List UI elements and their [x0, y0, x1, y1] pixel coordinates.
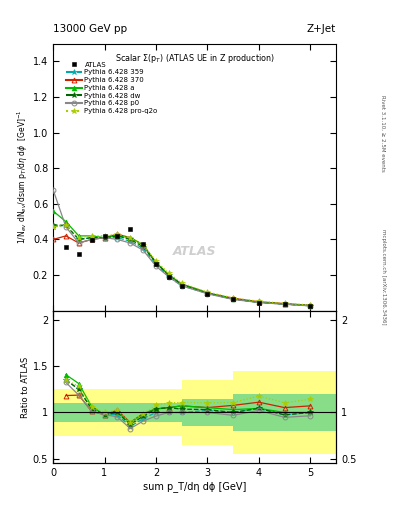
X-axis label: sum p_T/dη dϕ [GeV]: sum p_T/dη dϕ [GeV] [143, 481, 246, 492]
Text: Scalar $\Sigma$(p$_T$) (ATLAS UE in Z production): Scalar $\Sigma$(p$_T$) (ATLAS UE in Z pr… [115, 52, 274, 65]
Text: Rivet 3.1.10, ≥ 2.5M events: Rivet 3.1.10, ≥ 2.5M events [381, 95, 386, 172]
Text: Z+Jet: Z+Jet [307, 24, 336, 34]
Text: 13000 GeV pp: 13000 GeV pp [53, 24, 127, 34]
Text: mcplots.cern.ch [arXiv:1306.3436]: mcplots.cern.ch [arXiv:1306.3436] [381, 229, 386, 324]
Text: ATLAS: ATLAS [173, 245, 216, 259]
Legend: ATLAS, Pythia 6.428 359, Pythia 6.428 370, Pythia 6.428 a, Pythia 6.428 dw, Pyth: ATLAS, Pythia 6.428 359, Pythia 6.428 37… [65, 60, 159, 116]
Y-axis label: Ratio to ATLAS: Ratio to ATLAS [21, 356, 30, 418]
Y-axis label: 1/N$_{ev}$ dN$_{ev}$/dsum p$_T$/d$\eta$ d$\phi$  [GeV]$^{-1}$: 1/N$_{ev}$ dN$_{ev}$/dsum p$_T$/d$\eta$ … [16, 110, 30, 244]
